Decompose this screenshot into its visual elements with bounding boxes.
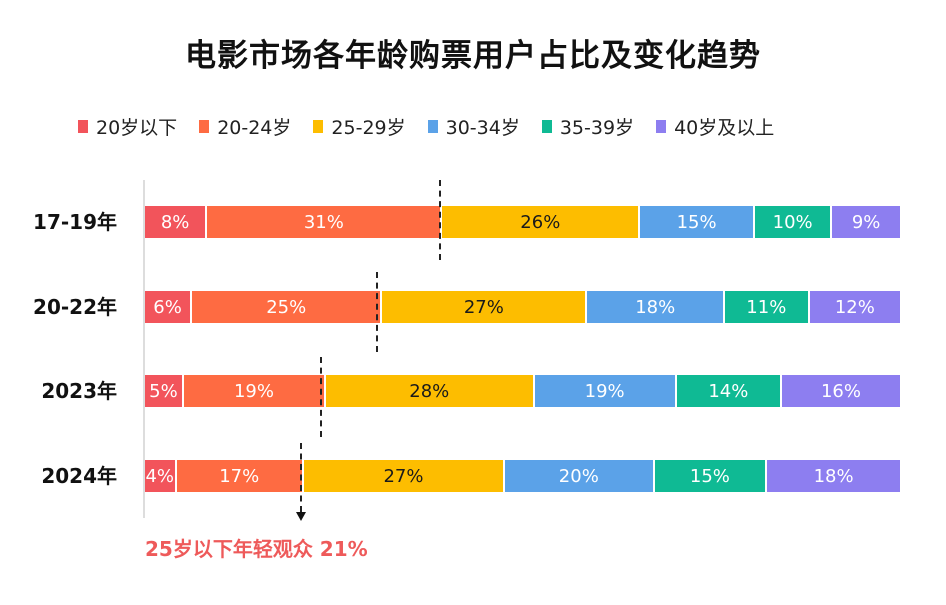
- legend-swatch-icon: [541, 119, 552, 133]
- legend-label: 20岁以下: [96, 116, 178, 139]
- row-label-17-19: 17-19年: [33, 210, 117, 234]
- legend-label: 40岁及以上: [674, 116, 775, 139]
- bar-segment-20-24[interactable]: 31%: [207, 206, 443, 238]
- legend-item-20-24[interactable]: 20-24岁: [199, 113, 291, 140]
- legend-item-30-34[interactable]: 30-34岁: [427, 113, 520, 140]
- bar-segment-40-plus[interactable]: 18%: [767, 460, 900, 492]
- bar-segment-under-20[interactable]: 6%: [145, 291, 193, 323]
- bar-segment-35-39[interactable]: 11%: [724, 291, 810, 323]
- chart-title: 电影市场各年龄购票用户占比及变化趋势: [185, 38, 761, 74]
- bar-segment-30-34[interactable]: 18%: [587, 291, 725, 323]
- legend-label: 20-24岁: [217, 116, 292, 139]
- stacked-bar-2024: 4% 17% 27% 20% 15% 18%: [145, 460, 900, 492]
- bar-segment-25-29[interactable]: 27%: [303, 460, 506, 492]
- legend-swatch-icon: [199, 119, 210, 133]
- annotation-young-audience: 25岁以下年轻观众 21%: [145, 537, 368, 561]
- bar-segment-40-plus[interactable]: 16%: [781, 375, 900, 407]
- under-25-boundary-line-2023: [320, 357, 322, 437]
- bar-segment-40-plus[interactable]: 12%: [809, 291, 900, 323]
- legend: 20岁以下 20-24岁 25-29岁 30-34岁 35-39岁 40岁及以上: [78, 112, 796, 140]
- row-label-2023: 2023年: [41, 379, 117, 403]
- bar-segment-40-plus[interactable]: 9%: [832, 206, 900, 238]
- legend-label: 30-34岁: [445, 116, 520, 139]
- legend-swatch-icon: [313, 119, 324, 133]
- legend-item-under-20[interactable]: 20岁以下: [78, 113, 177, 140]
- arrow-down-icon: [296, 512, 306, 521]
- under-25-boundary-line-2024: [300, 443, 302, 512]
- bar-segment-30-34[interactable]: 19%: [534, 375, 677, 407]
- legend-item-35-39[interactable]: 35-39岁: [541, 113, 635, 140]
- legend-swatch-icon: [427, 119, 438, 133]
- bar-segment-30-34[interactable]: 20%: [505, 460, 655, 492]
- under-25-boundary-line-17-19: [439, 180, 441, 260]
- legend-swatch-icon: [78, 119, 88, 133]
- bar-segment-35-39[interactable]: 10%: [755, 206, 833, 238]
- legend-swatch-icon: [656, 119, 667, 133]
- under-25-boundary-line-20-22: [376, 272, 378, 352]
- bar-segment-20-24[interactable]: 25%: [192, 291, 383, 323]
- bar-segment-20-24[interactable]: 19%: [183, 375, 327, 407]
- bar-segment-25-29[interactable]: 26%: [442, 206, 641, 238]
- bar-segment-under-20[interactable]: 4%: [145, 460, 177, 492]
- stacked-bar-20-22: 6% 25% 27% 18% 11% 12%: [145, 291, 900, 323]
- stacked-bar-2023: 5% 19% 28% 19% 14% 16%: [145, 375, 900, 407]
- bar-segment-20-24[interactable]: 17%: [176, 460, 304, 492]
- legend-label: 35-39岁: [559, 116, 635, 139]
- legend-item-40-plus[interactable]: 40岁及以上: [656, 113, 774, 140]
- bar-segment-35-39[interactable]: 14%: [676, 375, 782, 407]
- bar-segment-under-20[interactable]: 5%: [145, 375, 184, 407]
- bar-segment-25-29[interactable]: 27%: [382, 291, 588, 323]
- row-label-2024: 2024年: [41, 464, 117, 488]
- legend-label: 25-29岁: [331, 116, 406, 139]
- y-axis-line: [143, 180, 145, 518]
- bar-segment-35-39[interactable]: 15%: [654, 460, 768, 492]
- stacked-bar-17-19: 8% 31% 26% 15% 10% 9%: [145, 206, 900, 238]
- row-label-20-22: 20-22年: [33, 295, 117, 319]
- bar-segment-under-20[interactable]: 8%: [145, 206, 208, 238]
- bar-segment-25-29[interactable]: 28%: [326, 375, 535, 407]
- legend-item-25-29[interactable]: 25-29岁: [313, 113, 406, 140]
- bar-segment-30-34[interactable]: 15%: [640, 206, 756, 238]
